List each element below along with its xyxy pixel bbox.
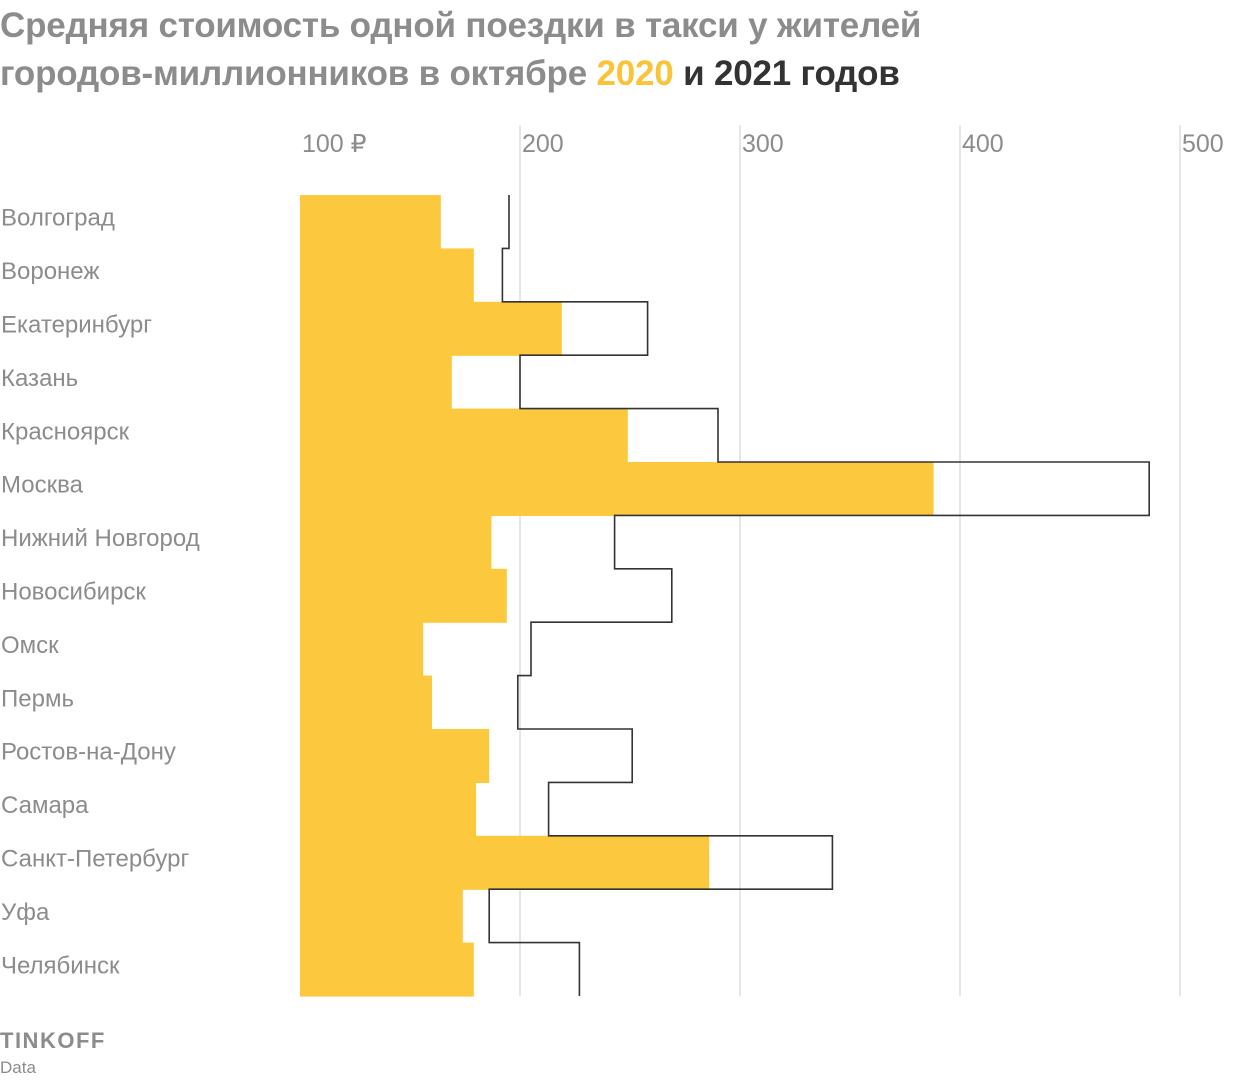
chart-title-line-1: Средняя стоимость одной поездки в такси … <box>0 6 922 45</box>
bar-2020 <box>300 622 424 677</box>
logo-subtitle: Data <box>0 1058 36 1077</box>
city-label: Воронеж <box>1 258 99 285</box>
bar-2020 <box>300 782 476 837</box>
city-labels: Волгоград Воронеж Екатеринбург Казань Красно… <box>1 205 200 980</box>
outline-2021-line <box>488 195 1150 996</box>
city-label: Казань <box>1 365 78 392</box>
city-label: Волгоград <box>1 205 115 232</box>
bar-2020 <box>300 248 474 303</box>
city-label: Уфа <box>1 899 50 926</box>
x-tick-label: 400 <box>962 130 1004 158</box>
city-label: Ростов-на-Дону <box>1 739 176 766</box>
bar-2020 <box>300 568 507 623</box>
city-label: Пермь <box>1 685 74 712</box>
bar-chart: 100 ₽ 200 300 400 500 Волгоград Воронеж Екатер… <box>1 125 1224 997</box>
bar-2020 <box>300 301 562 356</box>
bar-2020 <box>300 515 492 570</box>
bar-2020 <box>300 835 710 890</box>
bar-2020 <box>300 889 463 944</box>
x-axis-ticks: 100 ₽ 200 300 400 500 <box>302 130 1224 158</box>
bar-2020 <box>300 675 432 730</box>
title-prefix: городов-миллионников в октябре <box>0 54 597 93</box>
x-tick-label: 200 <box>522 130 564 158</box>
city-label: Красноярск <box>1 418 130 445</box>
x-tick-label: 300 <box>742 130 784 158</box>
bar-2020 <box>300 729 490 783</box>
x-tick-label: 100 ₽ <box>302 130 367 158</box>
city-label: Новосибирск <box>1 579 146 606</box>
title-year-2020: 2020 <box>596 54 674 93</box>
title-suffix: годов <box>791 54 900 93</box>
x-tick-label: 500 <box>1182 130 1224 158</box>
city-label: Санкт-Петербург <box>1 846 189 873</box>
bars-2020 <box>300 195 934 997</box>
bar-2020 <box>300 355 452 410</box>
tinkoff-logo: TINKOFF <box>0 1028 106 1053</box>
city-label: Нижний Новгород <box>1 525 200 552</box>
bar-2020 <box>300 408 628 463</box>
outline-2021 <box>488 195 1150 996</box>
city-label: Москва <box>1 472 84 499</box>
bar-2020 <box>300 942 474 997</box>
city-label: Екатеринбург <box>1 312 152 339</box>
title-connector: и <box>673 54 714 93</box>
city-label: Самара <box>1 792 89 819</box>
city-label: Омск <box>1 632 59 659</box>
bar-2020 <box>300 195 441 249</box>
chart-title-line-2: городов-миллионников в октябре 2020 и 20… <box>0 50 1240 98</box>
bar-2020 <box>300 462 934 516</box>
city-label: Челябинск <box>1 952 120 979</box>
title-year-2021: 2021 <box>713 54 791 93</box>
chart-title: Средняя стоимость одной поездки в такси … <box>0 2 1240 98</box>
